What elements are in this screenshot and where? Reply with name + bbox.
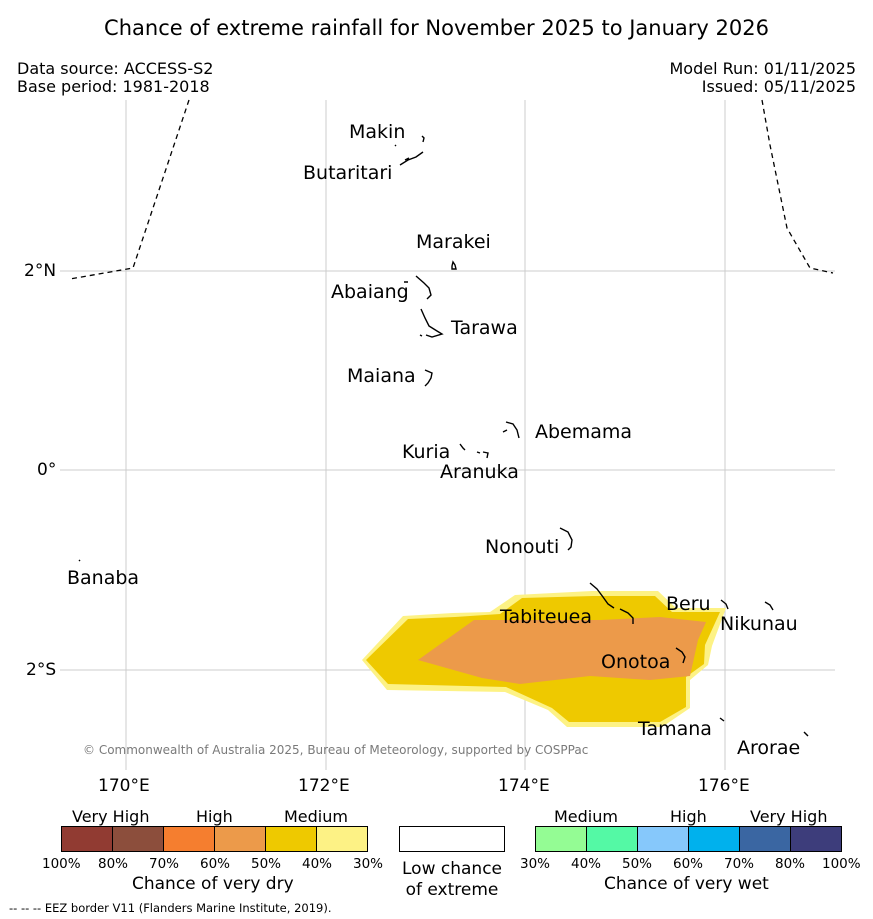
- dry-swatch-30-40: [316, 826, 368, 852]
- lat-tick-2n: 2°N: [24, 261, 57, 281]
- makin-outline: [394, 135, 425, 147]
- lat-tick-0: 0°: [37, 460, 57, 480]
- butaritari-outline: [399, 151, 424, 166]
- banaba-outline: [78, 559, 81, 562]
- dry-tick-60: 60%: [200, 856, 231, 872]
- label-tamana: Tamana: [638, 718, 712, 740]
- beru-outline: [720, 599, 729, 610]
- label-aranuka: Aranuka: [440, 461, 519, 483]
- nikunau-outline: [764, 601, 774, 611]
- wet-swatch-70-80: [739, 826, 791, 852]
- abaiang-outline: [404, 275, 432, 300]
- label-marakei: Marakei: [416, 231, 491, 253]
- lon-tick-172e: 172°E: [298, 776, 350, 796]
- high-dry-region: [418, 617, 706, 684]
- eez-border: [69, 99, 834, 280]
- wet-tick-70: 70%: [724, 856, 755, 872]
- maiana-outline: [424, 369, 433, 387]
- dry-swatch-70-80: [112, 826, 164, 852]
- wet-swatch-30-40: [535, 826, 587, 852]
- dry-tick-100: 100%: [42, 856, 81, 872]
- dry-header-medium: Medium: [284, 807, 348, 826]
- dry-header-very-high: Very High: [72, 807, 150, 826]
- dry-tick-40: 40%: [302, 856, 333, 872]
- wet-swatch-50-60: [637, 826, 689, 852]
- label-onotoa: Onotoa: [601, 651, 671, 673]
- wet-tick-50: 50%: [622, 856, 653, 872]
- low-caption-line2: of extreme: [405, 880, 499, 900]
- wet-swatch-60-70: [688, 826, 740, 852]
- label-maiana: Maiana: [347, 365, 416, 387]
- kuria-outline: [459, 443, 466, 451]
- aranuka-outline: [476, 451, 489, 459]
- wet-tick-40: 40%: [571, 856, 602, 872]
- label-kuria: Kuria: [402, 441, 451, 463]
- data-source: Data source: ACCESS-S2: [17, 59, 214, 78]
- label-arorae: Arorae: [737, 737, 801, 759]
- label-abemama: Abemama: [535, 421, 633, 443]
- onotoa-outline: [675, 647, 686, 664]
- label-butaritari: Butaritari: [303, 162, 393, 184]
- wet-tick-60: 60%: [673, 856, 704, 872]
- wet-swatch-80-100: [790, 826, 842, 852]
- lat-tick-2s: 2°S: [26, 660, 57, 680]
- low-chance-swatch: [399, 826, 505, 852]
- lon-tick-176e: 176°E: [698, 776, 750, 796]
- dry-swatch-80-100: [61, 826, 113, 852]
- wet-tick-80: 80%: [775, 856, 806, 872]
- low-caption-line1: Low chance: [402, 859, 502, 879]
- nonouti-outline: [559, 527, 573, 551]
- lon-tick-174e: 174°E: [498, 776, 550, 796]
- lon-tick-170e: 170°E: [98, 776, 150, 796]
- eez-footnote: -- -- -- EEZ border V11 (Flanders Marine…: [9, 901, 332, 915]
- dry-tick-50: 50%: [251, 856, 282, 872]
- wet-tick-100: 100%: [822, 856, 861, 872]
- dry-tick-70: 70%: [149, 856, 180, 872]
- wet-tick-30: 30%: [520, 856, 551, 872]
- tabiteuea-outline: [589, 582, 634, 624]
- dry-shading: [362, 591, 726, 727]
- label-nikunau: Nikunau: [720, 613, 798, 635]
- label-nonouti: Nonouti: [485, 536, 560, 558]
- wet-header-very-high: Very High: [750, 807, 828, 826]
- model-run: Model Run: 01/11/2025: [669, 59, 857, 78]
- label-banaba: Banaba: [67, 567, 140, 589]
- abemama-outline: [502, 421, 520, 439]
- dry-header-high: High: [196, 807, 233, 826]
- tamana-outline: [719, 717, 725, 722]
- wet-swatch-40-50: [586, 826, 638, 852]
- label-tabiteuea: Tabiteuea: [500, 606, 592, 628]
- wet-header-high: High: [670, 807, 707, 826]
- wet-caption: Chance of very wet: [604, 874, 769, 894]
- issued-date: Issued: 05/11/2025: [701, 77, 856, 96]
- map-title: Chance of extreme rainfall for November …: [104, 16, 769, 40]
- dry-tick-30: 30%: [353, 856, 384, 872]
- marakei-outline: [451, 260, 457, 270]
- label-abaiang: Abaiang: [331, 281, 409, 303]
- island-outlines: [78, 135, 809, 737]
- label-makin: Makin: [349, 121, 406, 143]
- copyright-notice: © Commonwealth of Australia 2025, Bureau…: [83, 743, 589, 757]
- label-beru: Beru: [666, 593, 711, 615]
- dry-caption: Chance of very dry: [132, 874, 294, 894]
- wet-header-medium: Medium: [554, 807, 618, 826]
- tarawa-outline: [419, 308, 444, 338]
- dry-tick-80: 80%: [98, 856, 129, 872]
- base-period: Base period: 1981-2018: [17, 77, 210, 96]
- dry-swatch-40-50: [265, 826, 317, 852]
- label-tarawa: Tarawa: [451, 317, 518, 339]
- arorae-outline: [803, 731, 809, 737]
- dry-swatch-50-60: [214, 826, 266, 852]
- dry-swatch-60-70: [163, 826, 215, 852]
